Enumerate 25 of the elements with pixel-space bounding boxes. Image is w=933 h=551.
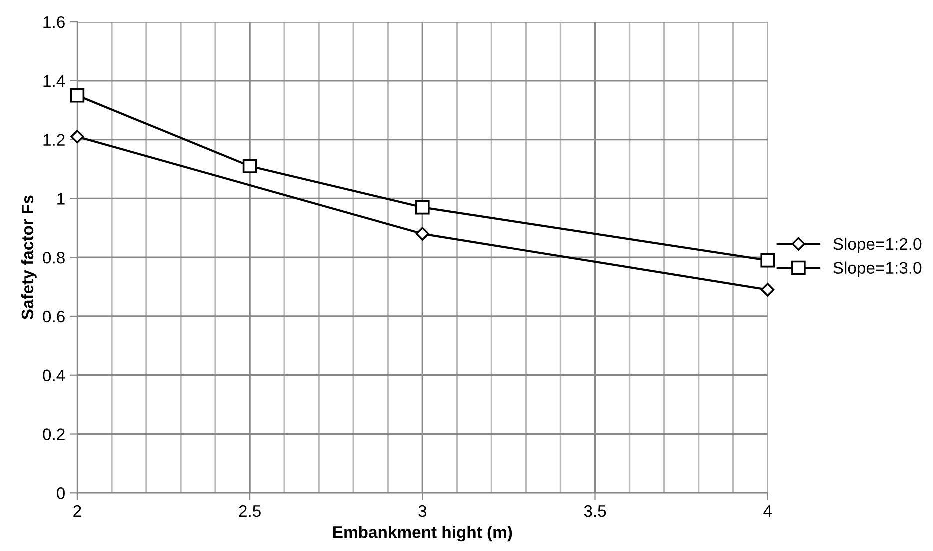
- x-tick-label: 2.5: [239, 505, 261, 518]
- x-tick-label: 4: [764, 506, 772, 518]
- x-tick-label: 2: [74, 505, 82, 518]
- y-tick-label: 0.2: [43, 428, 65, 440]
- y-tick-label: 1: [58, 193, 65, 205]
- legend-label: Slope=1:3.0: [834, 262, 922, 278]
- y-tick-label: 1.2: [44, 134, 65, 146]
- x-tick-label: 3: [418, 505, 427, 518]
- point: [242, 159, 258, 174]
- point: [760, 253, 776, 268]
- y-tick-label: 1.6: [44, 16, 65, 28]
- y-tick-label: 0: [57, 488, 65, 500]
- point: [415, 200, 430, 215]
- y-axis-title: Safety factor Fs: [21, 196, 37, 320]
- y-tick-label: 0.8: [43, 252, 65, 264]
- point: [70, 130, 84, 144]
- point: [70, 88, 85, 103]
- point: [416, 227, 430, 241]
- y-tick-label: 0.6: [43, 310, 65, 323]
- legend-label: Slope=1:2.0: [834, 238, 922, 254]
- point: [761, 283, 775, 297]
- y-tick-label: 0.4: [43, 370, 66, 382]
- y-tick-label: 1.4: [44, 76, 66, 87]
- x-axis-title: Embankment hight (m): [333, 526, 512, 542]
- x-tick-label: 3.5: [584, 505, 606, 518]
